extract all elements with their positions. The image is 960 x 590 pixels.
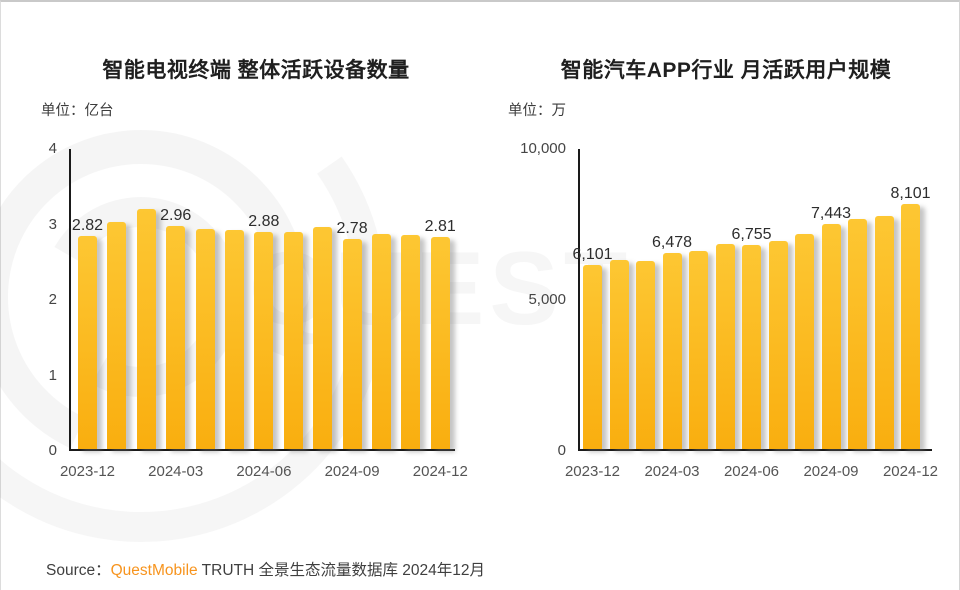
bar-value-label: 2.88 bbox=[248, 212, 280, 230]
chart-title: 智能汽车APP行业 月活跃用户规模 bbox=[560, 59, 892, 82]
source-rest: TRUTH 全景生态流量数据库 2024年12月 bbox=[197, 562, 486, 579]
bar bbox=[768, 240, 788, 449]
y-axis-tick-label: 0 bbox=[48, 442, 57, 459]
x-axis-tick-label: 2023-12 bbox=[564, 463, 621, 480]
bar-value-label: 2.82 bbox=[71, 217, 104, 235]
bar: 6,478 bbox=[652, 234, 692, 449]
x-axis-tick-label: 2024-12 bbox=[412, 463, 468, 480]
y-axis-tick-label: 0 bbox=[557, 442, 566, 459]
bar bbox=[636, 260, 655, 449]
bar-value-label: 8,101 bbox=[890, 185, 931, 203]
bar bbox=[371, 233, 391, 449]
bar bbox=[283, 232, 303, 449]
y-axis-tick-label: 1 bbox=[48, 366, 57, 384]
bar bbox=[136, 208, 156, 449]
bar-value-label: 6,101 bbox=[572, 245, 613, 263]
x-axis-tick-label: 2024-06 bbox=[723, 463, 780, 480]
unit-label: 单位：亿台 bbox=[41, 103, 114, 119]
chart-smart-car-app-mau: 智能汽车APP行业 月活跃用户规模 单位：万 6,101 6,478 6,755 7,… bbox=[501, 2, 951, 522]
bar: 6,101 bbox=[572, 246, 613, 449]
x-axis-tick-label: 2024-03 bbox=[644, 463, 700, 480]
x-axis-tick-label: 2024-03 bbox=[148, 463, 204, 480]
bar: 2.78 bbox=[336, 220, 368, 449]
source-line: Source：QuestMobile TRUTH 全景生态流量数据库 2024年… bbox=[46, 558, 485, 580]
chart-title: 智能电视终端 整体活跃设备数量 bbox=[102, 59, 410, 82]
bar bbox=[401, 235, 421, 449]
bar bbox=[848, 218, 867, 449]
bar bbox=[313, 227, 333, 449]
x-axis-tick-label: 2024-09 bbox=[324, 463, 380, 480]
bar: 2.96 bbox=[160, 207, 191, 449]
bar-value-label: 2.96 bbox=[160, 206, 192, 224]
bar bbox=[195, 228, 215, 449]
bar bbox=[224, 230, 244, 449]
y-axis-tick-label: 10,000 bbox=[520, 140, 566, 157]
plot-area: 6,101 6,478 6,755 7,443 8,101 bbox=[572, 149, 932, 451]
bar: 2.82 bbox=[72, 217, 103, 449]
brand-questmobile: QuestMobile bbox=[110, 562, 198, 579]
bar bbox=[874, 215, 894, 449]
bar-value-label: 6,478 bbox=[651, 234, 693, 252]
x-axis-tick-label: 2023-12 bbox=[59, 463, 116, 480]
bar bbox=[609, 259, 629, 449]
bar bbox=[795, 234, 814, 449]
bar bbox=[689, 250, 708, 449]
y-axis-tick-label: 5,000 bbox=[528, 291, 566, 308]
chart-smart-tv-active-devices: 智能电视终端 整体活跃设备数量 单位：亿台 2.82 2.96 2.88 2.78 2.… bbox=[31, 2, 481, 522]
bar-value-label: 2.78 bbox=[336, 220, 368, 238]
y-axis-tick-label: 4 bbox=[48, 140, 57, 157]
bar bbox=[715, 243, 735, 449]
bar-value-label: 7,443 bbox=[810, 205, 852, 223]
source-label: Source： bbox=[46, 562, 111, 579]
x-axis-tick-label: 2024-06 bbox=[236, 463, 292, 480]
bar: 6,755 bbox=[731, 226, 772, 449]
bar-value-label: 2.81 bbox=[424, 217, 456, 235]
y-axis-tick-label: 2 bbox=[48, 291, 57, 308]
y-axis-tick-label: 3 bbox=[48, 215, 57, 233]
x-axis-tick-label: 2024-09 bbox=[803, 463, 859, 480]
bar: 2.88 bbox=[248, 213, 279, 449]
unit-label: 单位：万 bbox=[508, 103, 566, 119]
bar-value-label: 6,755 bbox=[731, 226, 772, 243]
bar: 7,443 bbox=[811, 205, 851, 449]
bar: 2.81 bbox=[425, 218, 456, 449]
plot-area: 2.82 2.96 2.88 2.78 2.81 bbox=[69, 149, 456, 451]
x-axis-tick-label: 2024-12 bbox=[882, 463, 939, 480]
bar bbox=[107, 221, 127, 449]
bar: 8,101 bbox=[890, 185, 931, 449]
